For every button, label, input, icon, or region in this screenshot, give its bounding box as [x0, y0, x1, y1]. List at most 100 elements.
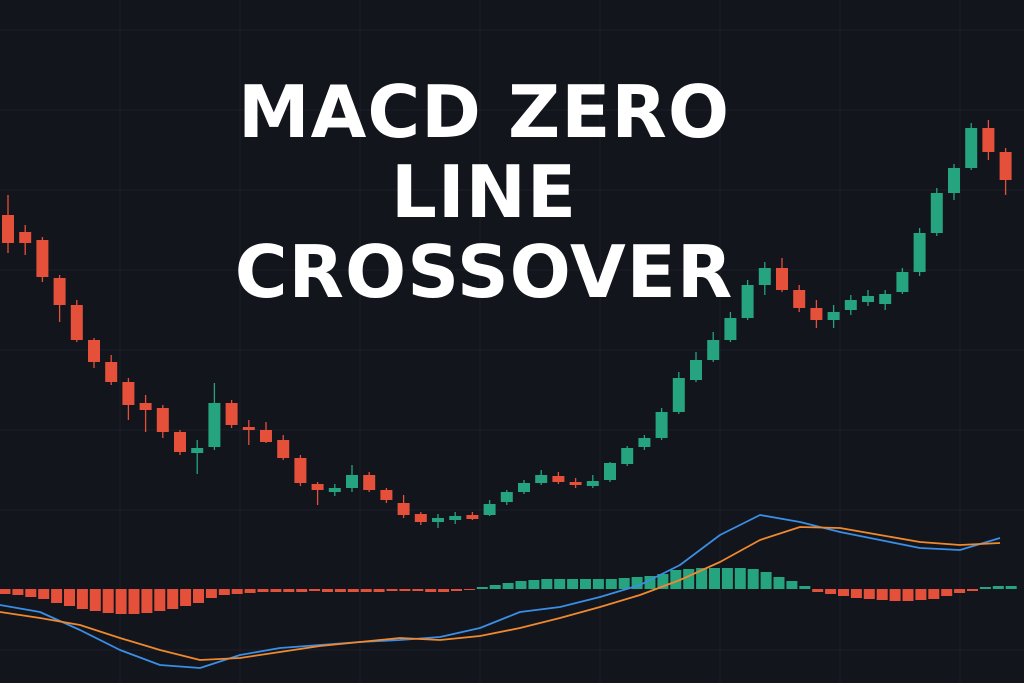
candle-body — [844, 300, 857, 310]
histogram-bar — [670, 570, 682, 589]
histogram-bar — [180, 589, 192, 606]
candle-body — [346, 475, 358, 488]
histogram-bar — [838, 589, 849, 596]
candle-body — [36, 240, 49, 277]
candle-body — [879, 294, 892, 304]
candle-body — [672, 378, 685, 412]
macd-line — [0, 514, 1001, 669]
histogram-bar — [257, 589, 269, 592]
histogram-bar — [683, 569, 695, 589]
candle-body — [724, 318, 737, 340]
candle-body — [208, 403, 221, 447]
candle-body — [758, 268, 771, 285]
candle-body — [930, 193, 943, 233]
histogram-bar — [205, 589, 217, 598]
histogram-bar — [967, 589, 978, 591]
candle-body — [982, 128, 995, 152]
candle-body — [965, 128, 978, 168]
candle-body — [2, 215, 14, 243]
histogram-bar — [747, 569, 759, 589]
candle-body — [122, 382, 135, 405]
candle-body — [776, 268, 788, 290]
histogram-bar — [322, 589, 333, 592]
histogram-bar — [567, 579, 579, 589]
candle-body — [414, 514, 427, 522]
candle-body — [397, 503, 410, 515]
histogram-bar — [167, 589, 179, 609]
candle-body — [105, 362, 118, 382]
candle-body — [896, 272, 909, 292]
histogram-bar — [218, 589, 230, 595]
histogram-bar — [799, 586, 811, 589]
candle-body — [156, 408, 169, 432]
histogram-bar — [644, 576, 656, 589]
candle-body — [328, 488, 341, 492]
histogram-bar — [128, 589, 140, 614]
histogram-bar — [528, 580, 540, 589]
candle-body — [277, 440, 290, 458]
histogram-bar — [89, 589, 101, 611]
histogram-bar — [425, 589, 437, 592]
histogram-bar — [25, 589, 37, 597]
candle-body — [294, 458, 307, 483]
histogram-bar — [915, 589, 927, 600]
histogram-bar — [141, 589, 153, 613]
candle-body — [432, 518, 444, 522]
candle-body — [242, 427, 255, 430]
histogram-bar — [554, 579, 566, 589]
histogram-bar — [941, 589, 953, 596]
histogram-bar — [889, 589, 901, 601]
candle-body — [569, 482, 582, 485]
histogram-bar — [502, 583, 514, 589]
histogram-bar — [631, 577, 643, 589]
histogram-bar — [102, 589, 114, 613]
candle-body — [260, 430, 272, 442]
histogram-bar — [850, 589, 862, 598]
histogram-bar — [489, 585, 501, 589]
histogram-bar — [296, 589, 308, 592]
histogram-bar — [709, 568, 720, 589]
candle-body — [191, 448, 204, 453]
candle-body — [707, 340, 720, 360]
histogram-bar — [541, 579, 553, 589]
histogram-bar — [734, 568, 746, 589]
histogram-bar — [476, 587, 488, 589]
histogram-bar — [451, 589, 462, 591]
candle-body — [948, 168, 960, 193]
candle-body — [88, 340, 100, 362]
histogram-bar — [928, 589, 940, 599]
candle-body — [621, 448, 634, 464]
histogram-bar — [760, 572, 772, 589]
histogram-bar — [244, 589, 256, 593]
candle-body — [518, 483, 530, 492]
histogram-bar — [902, 589, 914, 601]
candle-body — [225, 403, 238, 425]
candle-body — [638, 438, 651, 447]
candle-body — [827, 312, 840, 320]
histogram-bar — [334, 589, 346, 592]
candle-body — [380, 490, 393, 500]
histogram-bar — [876, 589, 888, 600]
candle-body — [311, 484, 324, 490]
candle-body — [483, 504, 496, 515]
histogram-bar — [825, 589, 837, 594]
histogram-bar — [412, 589, 424, 591]
candle-body — [552, 476, 565, 482]
histogram-bar — [347, 589, 359, 592]
histogram-bar — [863, 589, 875, 599]
candle-body — [466, 515, 479, 519]
candle-body — [586, 481, 599, 486]
candle-body — [174, 432, 186, 452]
histogram-bar — [51, 589, 63, 603]
candle-body — [999, 152, 1012, 180]
candle-body — [690, 360, 702, 380]
histogram-bar — [618, 578, 630, 589]
candle-body — [655, 412, 668, 438]
histogram-bar — [592, 579, 604, 589]
candle-body — [913, 233, 926, 272]
histogram-bar — [373, 589, 385, 592]
histogram-bar — [773, 577, 785, 589]
histogram-bar — [463, 589, 475, 590]
